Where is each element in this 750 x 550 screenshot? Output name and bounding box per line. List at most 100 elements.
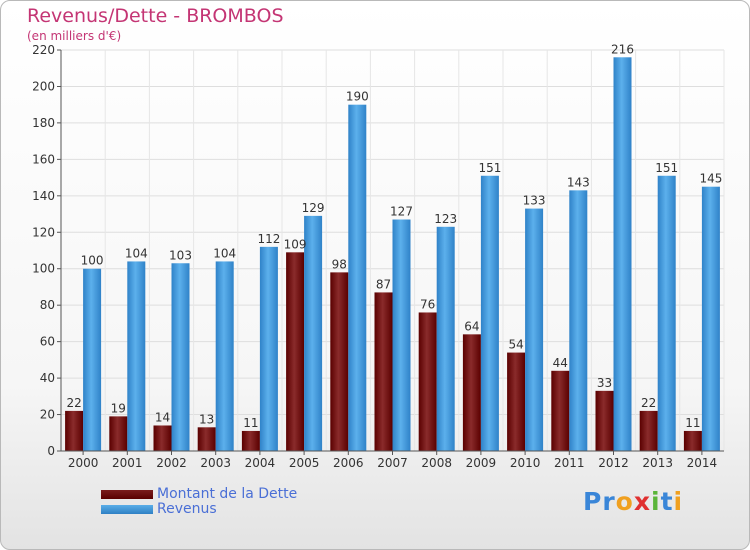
bar-revenue: [304, 215, 323, 451]
data-label-revenue: 127: [390, 205, 413, 219]
bar-debt: [286, 252, 305, 451]
x-tick-label: 2007: [377, 456, 408, 470]
bar-revenue: [259, 246, 278, 451]
bar-debt: [639, 410, 658, 451]
bar-revenue: [171, 263, 190, 451]
logo-letter: r: [602, 487, 616, 516]
x-tick-label: 2010: [510, 456, 541, 470]
x-tick-label: 2001: [112, 456, 143, 470]
data-label-debt: 87: [376, 277, 391, 291]
data-label-debt: 22: [66, 396, 81, 410]
data-label-revenue: 133: [523, 194, 546, 208]
y-tick-label: 100: [32, 262, 55, 276]
data-label-revenue: 129: [302, 201, 325, 215]
y-tick-label: 80: [40, 298, 55, 312]
data-label-revenue: 104: [213, 246, 236, 260]
bar-debt: [595, 390, 614, 451]
data-label-debt: 19: [111, 401, 126, 415]
data-label-debt: 109: [284, 237, 307, 251]
logo-letter: t: [660, 487, 674, 516]
data-label-revenue: 104: [125, 246, 148, 260]
x-tick-label: 2012: [598, 456, 629, 470]
x-tick-label: 2003: [200, 456, 231, 470]
bar-debt: [551, 370, 570, 451]
x-tick-label: 2011: [554, 456, 585, 470]
legend-label-revenue: Revenus: [157, 501, 217, 517]
bar-debt: [65, 410, 84, 451]
bar-debt: [374, 292, 393, 451]
x-tick-label: 2009: [466, 456, 497, 470]
y-tick-label: 220: [32, 43, 55, 57]
logo-letter: i: [673, 487, 684, 516]
bar-debt: [507, 352, 526, 451]
data-label-debt: 11: [243, 416, 258, 430]
legend-swatch-revenue: [101, 505, 153, 514]
y-tick-label: 40: [40, 371, 55, 385]
y-tick-label: 160: [32, 152, 55, 166]
logo-letter: i: [651, 487, 661, 516]
y-tick-label: 140: [32, 189, 55, 203]
data-label-revenue: 145: [699, 172, 722, 186]
x-tick-label: 2004: [245, 456, 276, 470]
legend-swatch-debt: [101, 490, 153, 499]
legend-label-debt: Montant de la Dette: [157, 486, 298, 502]
bar-debt: [241, 430, 260, 451]
data-label-debt: 13: [199, 412, 214, 426]
proxiti-logo: Proxiti: [583, 487, 683, 516]
chart-subtitle: (en milliers d'€): [27, 29, 122, 43]
axis-layer: 0 20 40 60 80 100 120 140 160 180 200 220 2000 2001 20…: [32, 43, 724, 470]
bar-revenue: [657, 175, 676, 451]
data-label-debt: 64: [464, 319, 479, 333]
data-label-revenue: 151: [655, 161, 678, 175]
bar-revenue: [613, 57, 632, 452]
bar-revenue: [127, 261, 146, 451]
bar-revenue: [83, 268, 102, 451]
logo-letter: P: [583, 487, 603, 516]
labels-layer: 22 100 19 104 14 103 13 104 11 112 109 129 98 190 87 12…: [66, 42, 722, 430]
bar-revenue: [436, 226, 455, 451]
logo-letter: o: [615, 487, 634, 516]
data-label-debt: 54: [508, 338, 523, 352]
chart-title: Revenus/Dette - BROMBOS: [27, 5, 284, 27]
bar-revenue: [525, 208, 544, 451]
bar-debt: [197, 427, 216, 451]
logo-letter: x: [633, 487, 651, 516]
x-tick-label: 2013: [642, 456, 673, 470]
x-tick-label: 2002: [156, 456, 187, 470]
bar-revenue: [480, 175, 499, 451]
bar-revenue: [569, 190, 588, 451]
data-label-debt: 76: [420, 297, 435, 311]
data-label-debt: 14: [155, 410, 170, 424]
y-tick-label: 0: [47, 444, 55, 458]
data-label-debt: 44: [553, 356, 568, 370]
data-label-debt: 98: [332, 257, 347, 271]
bar-debt: [462, 334, 481, 451]
y-tick-label: 120: [32, 225, 55, 239]
x-tick-label: 2005: [289, 456, 320, 470]
bar-revenue: [392, 219, 411, 451]
y-tick-label: 180: [32, 116, 55, 130]
data-label-revenue: 112: [257, 232, 280, 246]
x-tick-label: 2014: [687, 456, 718, 470]
bar-debt: [418, 312, 437, 451]
data-label-debt: 22: [641, 396, 656, 410]
bar-revenue: [215, 261, 234, 451]
bar-debt: [330, 272, 349, 451]
x-tick-label: 2000: [68, 456, 99, 470]
data-label-revenue: 190: [346, 90, 369, 104]
data-label-revenue: 103: [169, 248, 192, 262]
bar-debt: [109, 416, 128, 451]
data-label-revenue: 216: [611, 42, 634, 56]
bar-debt: [153, 425, 172, 451]
x-tick-label: 2006: [333, 456, 364, 470]
data-label-revenue: 143: [567, 175, 590, 189]
data-label-revenue: 123: [434, 212, 457, 226]
x-tick-label: 2008: [421, 456, 452, 470]
bar-revenue: [348, 104, 367, 451]
y-tick-label: 20: [40, 408, 55, 422]
bar-revenue: [701, 186, 720, 452]
y-tick-label: 200: [32, 79, 55, 93]
data-label-revenue: 151: [478, 161, 501, 175]
data-label-debt: 33: [597, 376, 612, 390]
